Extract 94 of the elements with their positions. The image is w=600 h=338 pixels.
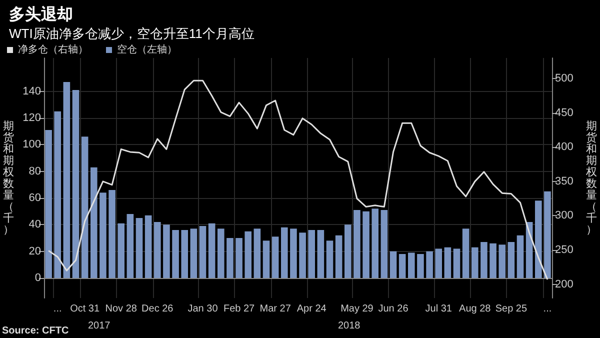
x-tick-label: Aug 28 [459,304,492,314]
bar [272,236,279,278]
bar [290,228,297,278]
bar [498,244,506,278]
legend-label: 净多仓（右轴） [18,44,88,56]
bar [254,228,261,278]
bar [100,192,106,278]
bar [335,235,342,278]
bar [63,82,70,278]
bar [136,218,143,278]
x-tick-label: Jul 31 [425,304,452,314]
x-tick-label: May 29 [340,304,374,314]
bar [244,231,252,278]
bar [435,248,442,278]
y-tick-label: 40 [28,218,41,231]
bar [544,191,551,278]
bar [354,210,360,278]
bar [108,190,116,278]
bar [299,232,306,278]
y2-tick-label: 400 [555,141,574,154]
text: 期货和期权数量（千） [3,120,14,236]
line-series [48,80,548,280]
bar [54,111,62,278]
bar [217,228,224,278]
bar [462,228,470,278]
y2-tick-label: 450 [555,106,574,119]
bar [444,247,452,278]
bar [453,248,460,278]
bar [236,238,242,278]
y-tick-label: 80 [28,165,41,178]
bar [280,227,288,278]
bar [262,240,270,278]
y2-tick-label: 500 [555,72,574,85]
text: 2018 [338,320,361,332]
bar [163,224,170,278]
text: 2017 [88,320,111,332]
bar [344,224,352,278]
bar [417,254,424,278]
y-tick-label: 120 [22,112,41,124]
bar [45,130,52,278]
x-tick-label: Dec 26 [142,304,174,314]
bar [408,252,415,278]
bar [118,223,125,278]
bar [154,222,161,278]
bar [398,254,406,278]
y2-tick-label: 300 [555,210,574,222]
bar [390,251,397,278]
bar [90,167,98,278]
bar [199,226,206,278]
x-tick-label: Nov 28 [105,304,138,314]
y-tick-label: 100 [22,138,41,151]
bar [308,230,316,278]
bar [226,238,234,278]
bar [72,90,80,278]
x-tick-label: Jun 26 [378,304,409,314]
y2-tick-label: 250 [555,244,574,256]
x-tick-label: Apr 24 [296,304,327,314]
y2-tick-label: 200 [555,278,574,290]
x-tick-label: Jan 30 [188,304,218,314]
bar [172,230,179,278]
x-tick-label: Feb 27 [223,304,256,314]
bar [81,136,88,278]
bar [490,243,496,278]
bar [380,210,388,278]
bar [181,230,188,278]
bar [471,247,478,278]
bar [516,235,524,278]
bar [190,228,198,278]
bar [508,242,515,278]
bar [534,200,542,278]
source-note: Source: CFTC [2,326,69,336]
bar [480,242,488,278]
x-tick-label: ... [543,304,552,314]
y-tick-label: 60 [28,192,41,204]
bar [144,215,152,278]
y-tick-label: 20 [28,245,41,258]
y2-tick-label: 350 [555,175,574,188]
x-tick-label: ... [53,304,62,314]
bar [317,230,324,278]
bar [426,251,433,278]
x-tick-label: Sep 25 [495,304,528,314]
chart-subtitle: WTI原油净多仓减少，空仓升至11个月高位 [9,26,254,41]
bar [126,214,134,278]
y-tick-label: 0 [34,272,41,284]
y-tick-label: 140 [22,85,41,98]
legend-label: 空仓（左轴） [117,44,177,56]
chart-title: 多头退却 [9,6,73,24]
bar [326,240,334,278]
bar [362,211,370,278]
text: 期货和期权数量（千） [586,120,597,236]
x-tick-label: Mar 27 [260,304,292,314]
x-tick-label: Oct 31 [70,304,100,314]
bar [372,208,379,278]
bar [208,223,216,278]
